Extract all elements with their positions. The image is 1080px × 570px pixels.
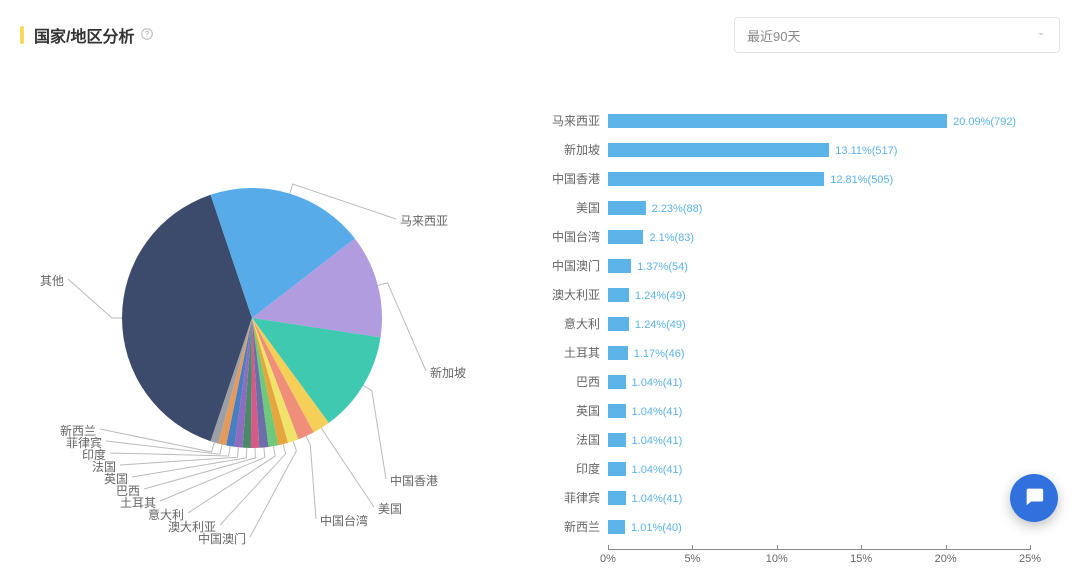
charts-body: 其他马来西亚新加坡中国香港美国中国台湾中国澳门澳大利亚意大利土耳其巴西英国法国印…: [20, 52, 1060, 532]
bar-fill[interactable]: [608, 114, 947, 128]
x-tick-label: 10%: [766, 553, 788, 565]
pie-svg: [20, 52, 520, 552]
panel-title: 国家/地区分析: [34, 23, 134, 47]
date-range-select[interactable]: 最近90天: [734, 17, 1060, 53]
bar-value-label: 1.24%(49): [635, 290, 686, 302]
bar-row: 土耳其 1.17%(46): [520, 340, 1060, 366]
bar-fill[interactable]: [608, 259, 631, 273]
bar-row: 法国 1.04%(41): [520, 427, 1060, 453]
bar-fill[interactable]: [608, 491, 626, 505]
bar-category-label: 中国澳门: [520, 253, 600, 279]
title-wrap: 国家/地区分析: [20, 23, 154, 47]
bar-fill[interactable]: [608, 230, 643, 244]
bar-fill[interactable]: [608, 433, 626, 447]
bar-category-label: 法国: [520, 427, 600, 453]
bar-row: 中国台湾 2.1%(83): [520, 224, 1060, 250]
bar-category-label: 菲律宾: [520, 485, 600, 511]
bar-category-label: 巴西: [520, 369, 600, 395]
bar-value-label: 1.17%(46): [634, 348, 685, 360]
bar-category-label: 英国: [520, 398, 600, 424]
bar-category-label: 新加坡: [520, 137, 600, 163]
bar-category-label: 土耳其: [520, 340, 600, 366]
bar-row: 英国 1.04%(41): [520, 398, 1060, 424]
bar-category-label: 马来西亚: [520, 108, 600, 134]
bar-value-label: 1.04%(41): [632, 435, 683, 447]
x-tick-label: 20%: [935, 553, 957, 565]
bar-fill[interactable]: [608, 143, 829, 157]
bar-fill[interactable]: [608, 172, 824, 186]
help-icon[interactable]: [140, 27, 154, 44]
bar-value-label: 2.23%(88): [652, 203, 703, 215]
bar-value-label: 1.04%(41): [632, 493, 683, 505]
x-tick-label: 0%: [600, 553, 616, 565]
bar-category-label: 中国香港: [520, 166, 600, 192]
bar-row: 新西兰 1.01%(40): [520, 514, 1060, 540]
bar-chart: 马来西亚 20.09%(792) 新加坡 13.11%(517) 中国香港 12.81%(…: [520, 52, 1060, 532]
bar-fill[interactable]: [608, 404, 626, 418]
title-accent: [20, 26, 24, 44]
bar-fill[interactable]: [608, 346, 628, 360]
bar-value-label: 1.04%(41): [632, 377, 683, 389]
bar-category-label: 意大利: [520, 311, 600, 337]
chat-icon: [1023, 485, 1045, 512]
bar-value-label: 1.37%(54): [637, 261, 688, 273]
bar-row: 中国香港 12.81%(505): [520, 166, 1060, 192]
bar-fill[interactable]: [608, 375, 626, 389]
date-range-value: 最近90天: [747, 26, 800, 45]
x-tick-label: 5%: [684, 553, 700, 565]
bar-category-label: 澳大利亚: [520, 282, 600, 308]
bar-row: 美国 2.23%(88): [520, 195, 1060, 221]
pie-chart: 其他马来西亚新加坡中国香港美国中国台湾中国澳门澳大利亚意大利土耳其巴西英国法国印…: [20, 52, 520, 532]
bar-category-label: 印度: [520, 456, 600, 482]
bar-value-label: 2.1%(83): [649, 232, 694, 244]
chat-fab[interactable]: [1010, 474, 1058, 522]
bar-category-label: 新西兰: [520, 514, 600, 540]
bar-row: 澳大利亚 1.24%(49): [520, 282, 1060, 308]
bar-value-label: 1.04%(41): [632, 406, 683, 418]
bar-fill[interactable]: [608, 462, 626, 476]
bar-row: 新加坡 13.11%(517): [520, 137, 1060, 163]
bar-value-label: 20.09%(792): [953, 116, 1016, 128]
bar-value-label: 1.04%(41): [632, 464, 683, 476]
bar-category-label: 美国: [520, 195, 600, 221]
bar-value-label: 12.81%(505): [830, 174, 893, 186]
bar-value-label: 13.11%(517): [835, 145, 897, 157]
bar-value-label: 1.24%(49): [635, 319, 686, 331]
x-tick-label: 15%: [850, 553, 872, 565]
bar-row: 马来西亚 20.09%(792): [520, 108, 1060, 134]
bar-fill[interactable]: [608, 288, 629, 302]
bar-row: 菲律宾 1.04%(41): [520, 485, 1060, 511]
bar-row: 印度 1.04%(41): [520, 456, 1060, 482]
dashboard-panel: 国家/地区分析 最近90天 其他马来西亚新加坡中国香港美国中国台湾中国澳门澳大利…: [0, 0, 1080, 544]
panel-header: 国家/地区分析 最近90天: [20, 18, 1060, 52]
bar-row: 中国澳门 1.37%(54): [520, 253, 1060, 279]
bar-row: 巴西 1.04%(41): [520, 369, 1060, 395]
bar-fill[interactable]: [608, 520, 625, 534]
chevron-down-icon: [1035, 28, 1047, 43]
bar-category-label: 中国台湾: [520, 224, 600, 250]
bar-fill[interactable]: [608, 201, 646, 215]
bar-row: 意大利 1.24%(49): [520, 311, 1060, 337]
x-tick-label: 25%: [1019, 553, 1041, 565]
bar-x-axis: 0%5%10%15%20%25%: [608, 549, 1030, 570]
bar-fill[interactable]: [608, 317, 629, 331]
bar-value-label: 1.01%(40): [631, 522, 682, 534]
